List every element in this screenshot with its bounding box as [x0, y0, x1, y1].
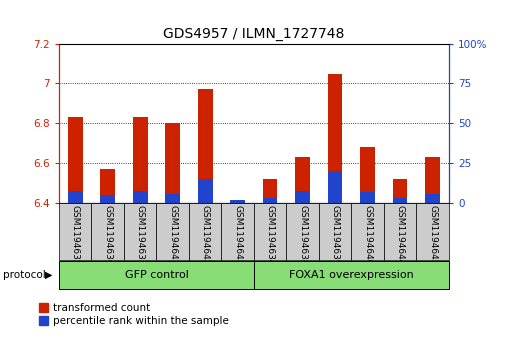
Bar — [351, 203, 384, 260]
Bar — [319, 203, 351, 260]
Bar — [360, 192, 375, 203]
Bar — [295, 158, 310, 203]
Bar — [68, 191, 83, 203]
Text: GSM1194642: GSM1194642 — [201, 205, 210, 265]
Bar — [59, 261, 254, 289]
Legend: transformed count, percentile rank within the sample: transformed count, percentile rank withi… — [38, 303, 229, 326]
Text: GSM1194635: GSM1194635 — [71, 205, 80, 266]
Bar — [425, 158, 440, 203]
Bar — [156, 203, 189, 260]
Text: GSM1194644: GSM1194644 — [396, 205, 405, 265]
Bar — [124, 203, 156, 260]
Bar — [101, 195, 115, 203]
Bar — [133, 118, 148, 203]
Bar — [254, 261, 449, 289]
Bar — [198, 179, 212, 203]
Text: GSM1194634: GSM1194634 — [266, 205, 274, 265]
Text: GSM1194645: GSM1194645 — [428, 205, 437, 265]
Bar — [133, 191, 148, 203]
Text: GSM1194638: GSM1194638 — [298, 205, 307, 266]
Text: GSM1194637: GSM1194637 — [136, 205, 145, 266]
Bar — [295, 191, 310, 203]
Bar — [91, 203, 124, 260]
Bar — [360, 147, 375, 203]
Text: protocol: protocol — [3, 270, 45, 280]
Bar — [328, 74, 343, 203]
Bar — [230, 200, 245, 203]
Bar — [263, 179, 278, 203]
Bar — [393, 179, 407, 203]
Text: FOXA1 overexpression: FOXA1 overexpression — [289, 270, 414, 280]
Bar — [254, 203, 286, 260]
Bar — [286, 203, 319, 260]
Bar — [68, 118, 83, 203]
Bar — [393, 199, 407, 203]
Bar — [328, 171, 343, 203]
Bar — [384, 203, 417, 260]
Bar — [230, 201, 245, 203]
Bar — [263, 199, 278, 203]
Text: GSM1194643: GSM1194643 — [233, 205, 242, 265]
Bar — [189, 203, 222, 260]
Text: ▶: ▶ — [45, 270, 52, 280]
Text: GFP control: GFP control — [125, 270, 188, 280]
Bar — [101, 169, 115, 203]
Text: GSM1194636: GSM1194636 — [103, 205, 112, 266]
Bar — [417, 203, 449, 260]
Bar — [59, 203, 91, 260]
Title: GDS4957 / ILMN_1727748: GDS4957 / ILMN_1727748 — [163, 27, 345, 41]
Bar — [198, 90, 212, 203]
Text: GSM1194640: GSM1194640 — [363, 205, 372, 265]
Bar — [222, 203, 254, 260]
Bar — [165, 123, 180, 203]
Text: GSM1194641: GSM1194641 — [168, 205, 177, 265]
Text: GSM1194639: GSM1194639 — [331, 205, 340, 266]
Bar — [425, 194, 440, 203]
Bar — [165, 194, 180, 203]
